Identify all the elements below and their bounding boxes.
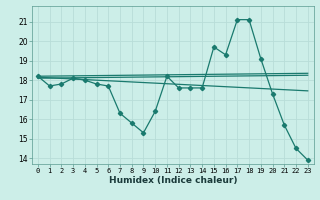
X-axis label: Humidex (Indice chaleur): Humidex (Indice chaleur)	[108, 176, 237, 185]
